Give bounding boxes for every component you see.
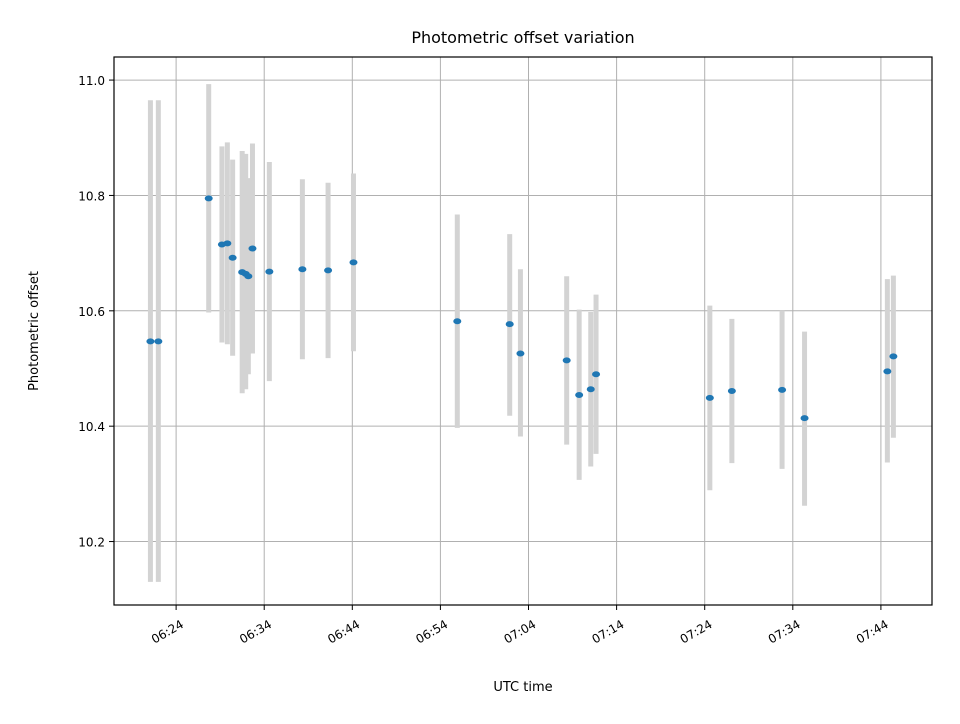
data-points bbox=[146, 195, 898, 422]
data-point bbox=[705, 394, 714, 401]
data-point bbox=[562, 357, 571, 364]
y-axis-label: Photometric offset bbox=[27, 271, 42, 391]
y-tick-label: 11.0 bbox=[78, 74, 105, 88]
data-point bbox=[883, 368, 892, 375]
data-point bbox=[575, 392, 584, 399]
data-point bbox=[592, 371, 601, 378]
data-point bbox=[727, 387, 736, 394]
data-point bbox=[586, 386, 595, 393]
data-point bbox=[516, 350, 525, 357]
y-tick-label: 10.6 bbox=[78, 305, 105, 319]
data-point bbox=[244, 273, 253, 280]
data-point bbox=[248, 245, 257, 252]
data-point bbox=[146, 338, 155, 345]
data-point bbox=[154, 338, 163, 345]
y-tick-label: 10.2 bbox=[78, 536, 105, 550]
data-point bbox=[223, 240, 232, 247]
data-point bbox=[204, 195, 213, 202]
plot-frame bbox=[113, 56, 933, 606]
data-point bbox=[453, 318, 462, 325]
y-tick-label: 10.8 bbox=[78, 189, 105, 203]
data-point bbox=[298, 266, 307, 273]
data-point bbox=[324, 267, 333, 274]
data-point bbox=[505, 321, 514, 328]
data-point bbox=[778, 386, 787, 393]
y-axis-ticks: 10.2 10.4 10.6 10.8 11.0 bbox=[78, 74, 114, 550]
data-point bbox=[889, 353, 898, 360]
chart-title: Photometric offset variation bbox=[411, 28, 634, 47]
data-point bbox=[265, 268, 274, 275]
data-point bbox=[800, 415, 809, 422]
data-point bbox=[228, 254, 237, 261]
x-axis-label: UTC time bbox=[493, 680, 552, 695]
data-point bbox=[349, 259, 358, 266]
y-tick-label: 10.4 bbox=[78, 420, 105, 434]
